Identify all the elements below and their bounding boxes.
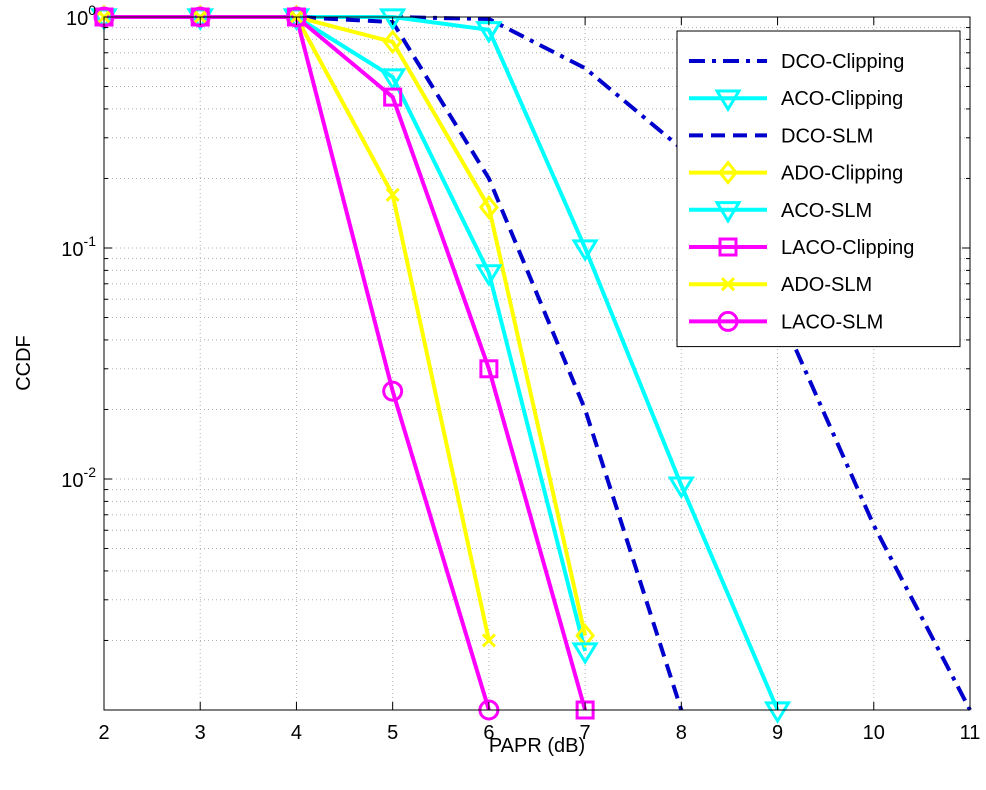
legend-box [676,30,961,348]
legend-marker [714,89,742,113]
legend-marker [720,277,736,292]
grid-lines [104,17,970,710]
legend-label: ACO-SLM [781,200,872,222]
x-tick-label: 9 [772,722,783,744]
x-tick-label: 6 [483,722,494,744]
legend: DCO-Clipping ACO-Clipping DCO-SLM ADO-Clipp… [676,30,961,348]
legend-label: LACO-Clipping [781,237,914,259]
x-tick-label: 11 [960,722,981,744]
data-point-laco-clipping [479,359,499,379]
y-tick-label: 10-2 [61,464,96,492]
x-tick-label: 5 [387,722,398,744]
data-point-aco-clipping [667,476,695,500]
legend-label: DCO-SLM [781,125,873,147]
legend-marker [714,201,742,224]
legend-label: ADO-Clipping [781,163,903,185]
legend-label: LACO-SLM [781,311,883,333]
axis-ticks [103,17,971,711]
data-point-aco-slm [475,264,503,287]
x-tick-label: 3 [195,722,206,744]
data-point-ado-clipping [575,623,596,648]
x-axis-label: PAPR (dB) [489,735,585,757]
data-point-aco-clipping [571,239,599,262]
data-point-ado-slm [481,633,496,648]
y-tick-exponent: -1 [84,233,97,249]
legend-marker [717,310,739,332]
data-point-aco-clipping [379,8,407,31]
x-tick-label: 4 [291,722,302,744]
x-tick-label: 8 [676,722,687,744]
y-tick-base: 10 [61,470,83,492]
x-tick-label: 2 [98,722,109,744]
data-point-ado-slm [385,187,400,202]
y-tick-label: 100 [66,2,96,30]
legend-marker [718,160,738,186]
legend-label: DCO-Clipping [781,51,904,73]
y-tick-exponent: -2 [84,464,97,480]
data-point-aco-slm [571,642,599,665]
x-tick-label: 7 [580,722,591,744]
y-tick-base: 10 [66,8,88,30]
y-tick-exponent: 0 [88,2,96,18]
data-point-ado-clipping [382,29,403,55]
data-point-laco-clipping [383,87,403,107]
data-point-ado-clipping [478,194,499,220]
y-tick-label: 10-1 [61,233,96,261]
data-point-aco-slm [379,68,407,91]
legend-label: ADO-SLM [781,274,872,296]
y-axis-label: CCDF [13,335,35,391]
x-tick-label: 10 [863,722,885,744]
data-point-laco-slm [382,380,404,402]
legend-marker [718,237,738,257]
legend-label: ACO-Clipping [781,88,903,110]
y-tick-base: 10 [61,239,83,261]
plot-frame [103,16,971,711]
